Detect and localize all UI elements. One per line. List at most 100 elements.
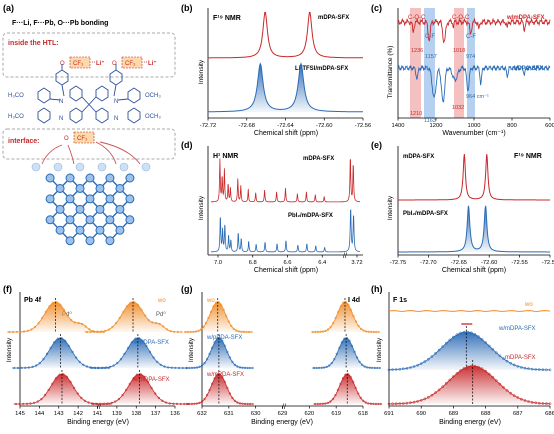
lattice-node	[55, 183, 65, 193]
f-axis-break-icon: //	[97, 404, 101, 411]
panel-label-e: (e)	[371, 140, 382, 150]
c-tick-label-2: 1000	[468, 123, 481, 129]
lattice-node	[125, 215, 135, 225]
o-label-3: O	[64, 136, 69, 142]
lattice-node	[75, 225, 85, 235]
c-peak-1032: 1032	[452, 105, 464, 111]
f-legend-wo: wo	[157, 298, 166, 304]
molecule-structure	[37, 64, 141, 124]
c-annot-cf-2: C-F	[466, 34, 476, 40]
g-tick-label-3: 629	[278, 411, 288, 417]
e-title: F¹⁹ NMR	[514, 153, 542, 160]
lattice-node	[95, 183, 105, 193]
f-tick-label-8: 136	[170, 411, 180, 417]
b-legend-2: Li-TFSI/mDPA-SFX	[295, 66, 348, 72]
h-points-1	[387, 330, 552, 372]
c-tick-label-1: 1200	[430, 123, 443, 129]
chart-b: F¹⁹ NMR Intensity Chemical shift (ppm) m…	[198, 8, 371, 137]
c-annot-coc-1: C-O-C	[408, 15, 426, 21]
interface-dashed-box	[2, 128, 176, 160]
g-points-1-1	[312, 337, 382, 370]
h-ylabel: Intensity	[376, 337, 383, 362]
panel-label-c: (c)	[371, 3, 382, 13]
interface-label: interface:	[8, 138, 40, 145]
d-tick-label-4: 3.72	[351, 260, 362, 266]
d-series-mdpa-sfx	[211, 158, 360, 203]
chart-h: F 1s Intensity Binding energy (eV) wo w/…	[376, 292, 554, 426]
lattice-node	[125, 194, 135, 204]
lattice-node	[115, 183, 125, 193]
h-tick-label-1: 690	[416, 411, 426, 417]
g-points-0-1	[311, 301, 380, 334]
cf3-box-3	[73, 131, 95, 144]
h-points-2	[387, 364, 552, 406]
f-ylabel: Intensity	[6, 337, 13, 362]
f-points-0-0	[8, 301, 106, 334]
b-xlabel: Chemical shift (ppm)	[254, 130, 318, 137]
f-tick-label-6: 138	[131, 411, 141, 417]
d-ylabel: Intensity	[198, 195, 205, 220]
e-tick-label-5: -72.50	[542, 260, 554, 266]
b-legend-1: mDPA-SFX	[318, 15, 349, 21]
lattice-node	[125, 173, 135, 183]
c-xlabel: Wavenumber (cm⁻¹)	[442, 130, 505, 137]
c-series-w-mdpa-sfx	[397, 17, 551, 44]
e-tick-label-1: -72.70	[420, 260, 436, 266]
c-series-mdpa-sfx	[397, 64, 551, 103]
f-annot-pd-2: Pd⁰	[156, 311, 166, 318]
d-legend-1: mDPA-SFX	[303, 156, 334, 162]
f-tick-label-1: 144	[35, 411, 45, 417]
e-legend-1: mDPA-SFX	[403, 154, 434, 160]
h-fill-2	[389, 366, 550, 404]
lattice-node	[115, 204, 125, 214]
interface-bubbles	[31, 162, 151, 172]
h-series-wo	[388, 310, 551, 312]
o-label-1: O	[60, 61, 65, 67]
d-legend-2: PbI₂/mDPA-SFX	[288, 213, 333, 219]
d-series-pbi2-mdpa-sfx	[211, 209, 360, 253]
d-tick-label-0: 7.0	[214, 260, 222, 266]
lattice-node	[105, 173, 115, 183]
h-tick-label-2: 689	[449, 411, 459, 417]
b-series-mdpa-sfx	[208, 12, 363, 59]
chart-e: F¹⁹ NMR Intensity Chemical shift (ppm) m…	[387, 146, 554, 274]
g-tick-label-1: 631	[224, 411, 234, 417]
interface-arrows	[41, 141, 141, 165]
lattice-node	[45, 215, 55, 225]
g-points-2-0	[185, 373, 254, 406]
g-points-2-1	[314, 373, 383, 406]
cf3-label-2: CF₃	[125, 61, 136, 67]
g-axis-break-icon: //	[282, 404, 286, 411]
f-title: Pb 4f	[24, 297, 42, 304]
lattice-node	[65, 194, 75, 204]
f-points-2-0	[14, 373, 112, 406]
h-envelope-1	[388, 331, 550, 371]
lattice-node	[65, 215, 75, 225]
f-tick-label-2: 143	[54, 411, 64, 417]
lattice-node	[105, 215, 115, 225]
g-points-0-0	[184, 301, 253, 334]
lattice-node	[85, 215, 95, 225]
h-title: F 1s	[393, 297, 407, 304]
lattice-node	[65, 236, 75, 246]
li-label-1: Li⁺	[96, 60, 105, 67]
c-band-cf-1	[424, 8, 435, 118]
g-tick-label-0: 632	[197, 411, 207, 417]
d-tick-label-2: 6.6	[283, 260, 291, 266]
g-ylabel: Intensity	[188, 337, 195, 362]
g-title: I 4d	[348, 297, 360, 304]
chart-g: I 4d Intensity Binding energy (eV) wo w/…	[184, 292, 383, 426]
f-tick-label-3: 142	[73, 411, 83, 417]
e-tick-label-3: -72.60	[481, 260, 497, 266]
panel-label-f: (f)	[3, 284, 12, 294]
d-tick-label-3: 6.4	[318, 260, 327, 266]
f-tick-label-7: 137	[151, 411, 161, 417]
g-tick-label-2: 630	[251, 411, 261, 417]
lattice-node	[45, 194, 55, 204]
h-legend-wo: wo	[524, 302, 533, 308]
cf3-label-1: CF₃	[73, 61, 84, 67]
d-axis-break-icon: //	[343, 253, 347, 260]
panel-label-d: (d)	[181, 140, 193, 150]
c-peak-1018: 1018	[453, 48, 465, 54]
